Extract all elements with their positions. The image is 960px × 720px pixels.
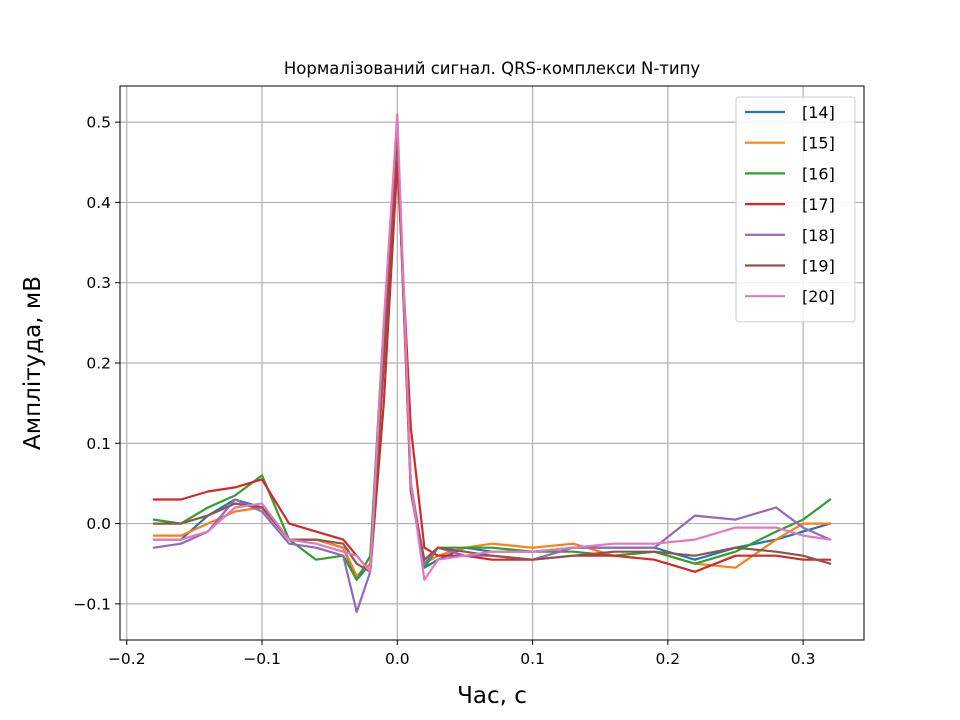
x-tick-label: 0.2 [656,650,681,668]
y-tick-label: 0.5 [86,114,111,132]
x-tick-label: 0.0 [385,650,410,668]
y-axis-label: Амплітуда, мВ [20,276,46,450]
x-tick-label: 0.3 [791,650,816,668]
x-tick-label: −0.2 [108,650,146,668]
legend-label: [17] [802,195,835,214]
legend-label: [16] [802,164,835,183]
y-tick-label: 0.0 [86,515,111,533]
series-lines [152,112,832,614]
y-tick-label: 0.2 [86,355,111,373]
chart-title: Нормалізований сигнал. QRS-комплекси N-т… [284,59,701,78]
y-tick-label: 0.1 [86,435,111,453]
legend-label: [14] [802,103,835,122]
legend-label: [18] [802,226,835,245]
legend-label: [20] [802,287,835,306]
legend-box [735,96,856,323]
series-line-3 [152,161,832,573]
y-tick-label: −0.1 [73,595,111,613]
legend-label: [19] [802,257,835,276]
x-axis-label: Час, с [457,683,527,709]
ticks: −0.2 −0.1 0.0 0.1 0.2 0.3 −0.1 0.0 0.1 0.2 0.3 0.4 0… [73,114,815,668]
x-tick-label: −0.1 [243,650,281,668]
y-tick-label: 0.3 [86,274,111,292]
x-tick-label: 0.1 [520,650,545,668]
legend-label: [15] [802,134,835,153]
series-line-6 [152,112,832,581]
legend: [14] [15] [16] [17] [18] [19] [20] [735,96,856,323]
y-tick-label: 0.4 [86,194,111,212]
